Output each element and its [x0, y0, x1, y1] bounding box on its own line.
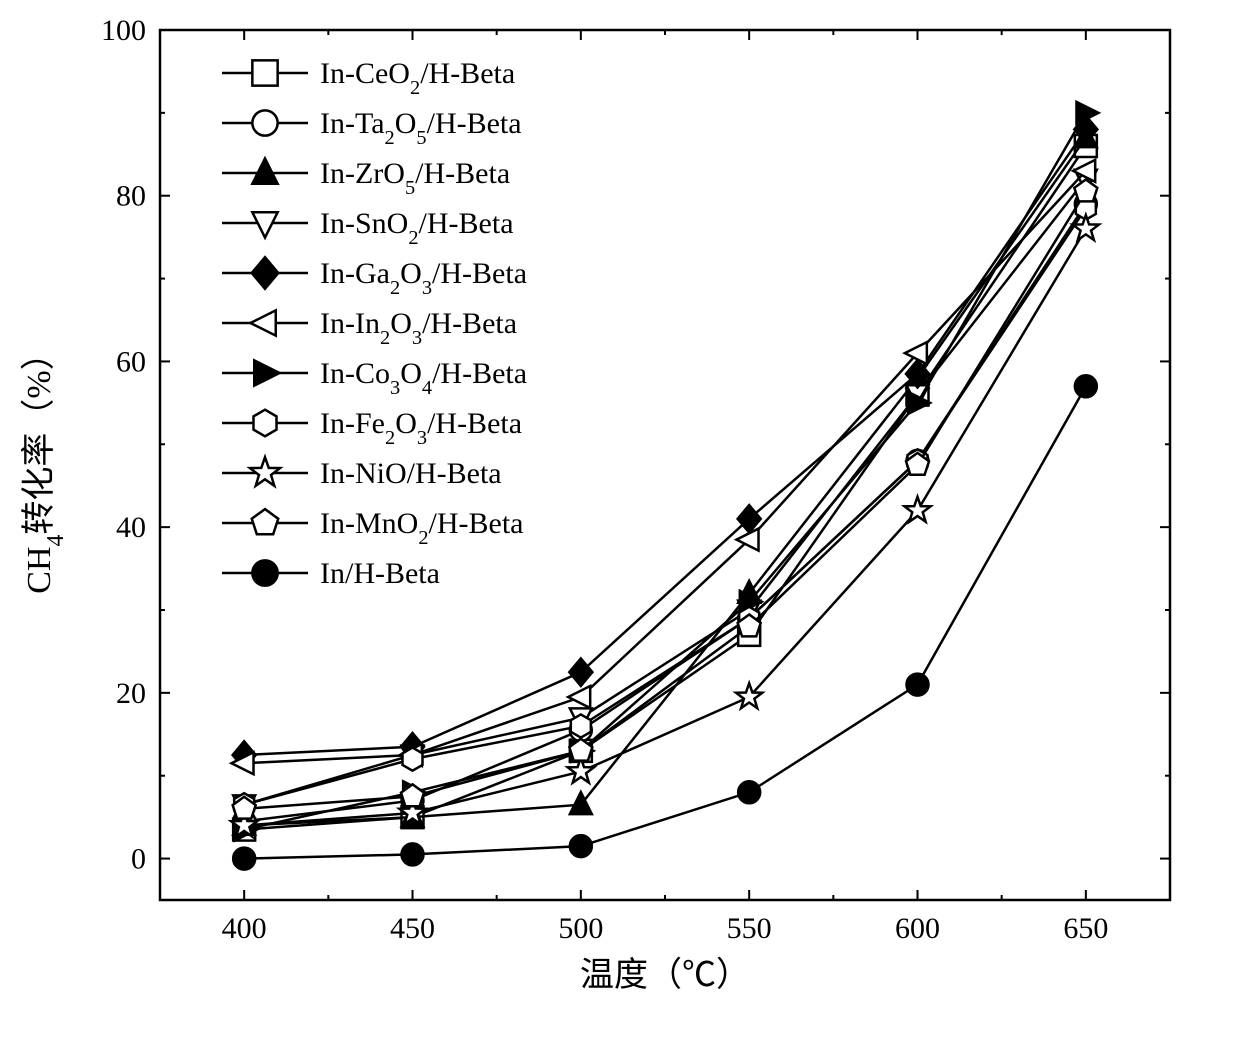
svg-text:In/H-Beta: In/H-Beta [320, 557, 440, 590]
svg-text:80: 80 [116, 180, 146, 213]
svg-text:In-MnO2/H-Beta: In-MnO2/H-Beta [320, 507, 524, 549]
legend-item-8: In-NiO/H-Beta [222, 457, 502, 490]
legend-item-0: In-CeO2/H-Beta [222, 57, 515, 99]
svg-text:40: 40 [116, 511, 146, 544]
svg-text:In-Ta2O5/H-Beta: In-Ta2O5/H-Beta [320, 107, 522, 149]
legend-item-9: In-MnO2/H-Beta [222, 507, 524, 549]
svg-text:450: 450 [390, 912, 435, 945]
svg-text:In-Fe2O3/H-Beta: In-Fe2O3/H-Beta [320, 407, 522, 449]
svg-text:60: 60 [116, 345, 146, 378]
legend-item-10: In/H-Beta [222, 557, 440, 590]
legend-item-1: In-Ta2O5/H-Beta [222, 107, 522, 149]
svg-text:20: 20 [116, 677, 146, 710]
svg-text:温度（℃）: 温度（℃） [580, 956, 750, 994]
svg-text:600: 600 [895, 912, 940, 945]
svg-text:400: 400 [222, 912, 267, 945]
svg-text:In-Ga2O3/H-Beta: In-Ga2O3/H-Beta [320, 257, 527, 299]
series-10 [233, 375, 1097, 869]
legend-item-7: In-Fe2O3/H-Beta [222, 407, 522, 449]
svg-text:650: 650 [1063, 912, 1108, 945]
legend-item-4: In-Ga2O3/H-Beta [222, 257, 527, 299]
svg-text:In-CeO2/H-Beta: In-CeO2/H-Beta [320, 57, 515, 99]
svg-text:In-ZrO5/H-Beta: In-ZrO5/H-Beta [320, 157, 510, 199]
legend-item-5: In-In2O3/H-Beta [222, 307, 517, 349]
legend-item-3: In-SnO2/H-Beta [222, 207, 514, 249]
svg-text:CH4转化率（%）: CH4转化率（%） [20, 336, 69, 593]
legend-item-2: In-ZrO5/H-Beta [222, 157, 510, 199]
svg-text:In-Co3O4/H-Beta: In-Co3O4/H-Beta [320, 357, 527, 399]
svg-text:500: 500 [558, 912, 603, 945]
chart-svg: 400 450 500 550 600 650 0 20 40 60 80 100 温度（℃） CH4转化… [0, 0, 1240, 1036]
legend-item-6: In-Co3O4/H-Beta [222, 357, 527, 399]
svg-text:100: 100 [101, 14, 146, 47]
svg-text:550: 550 [727, 912, 772, 945]
svg-text:In-In2O3/H-Beta: In-In2O3/H-Beta [320, 307, 517, 349]
svg-text:0: 0 [131, 843, 146, 876]
chart-container: 400 450 500 550 600 650 0 20 40 60 80 100 温度（℃） CH4转化… [0, 0, 1240, 1036]
svg-text:In-SnO2/H-Beta: In-SnO2/H-Beta [320, 207, 514, 249]
svg-text:In-NiO/H-Beta: In-NiO/H-Beta [320, 457, 502, 490]
